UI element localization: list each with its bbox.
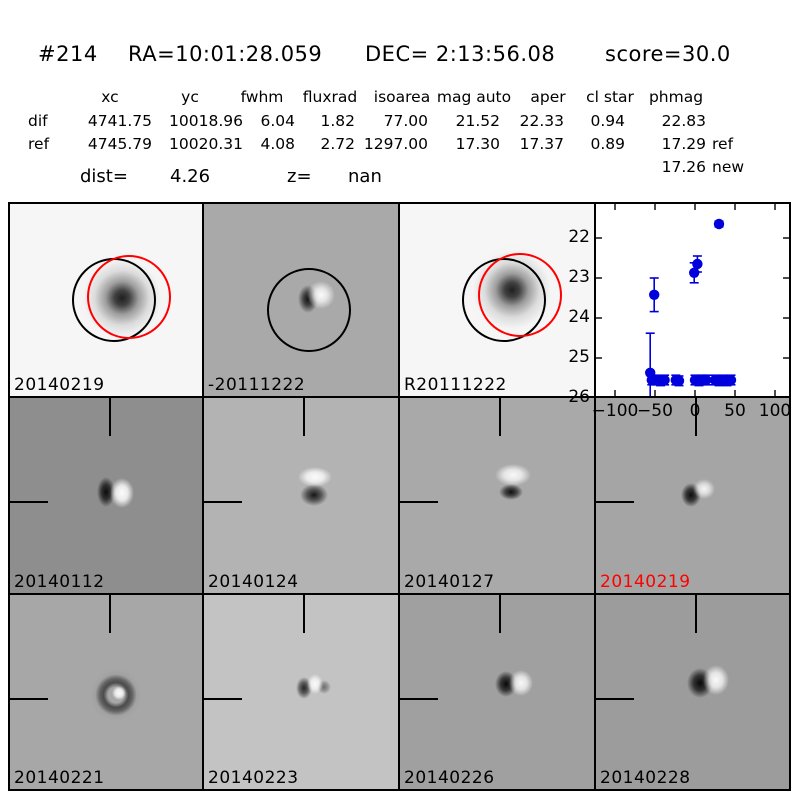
ref-isoarea: 1297.00 [363, 135, 428, 153]
ref-cl-star: 0.89 [590, 135, 625, 153]
crosshair-left-tick [596, 501, 634, 503]
col-header-yc: yc [181, 88, 199, 106]
catalog-aperture-circle [267, 268, 351, 352]
col-header-fwhm: fwhm [240, 88, 284, 106]
ra-value: RA=10:01:28.059 [128, 42, 323, 66]
stamp-label: 20140219 [14, 375, 105, 395]
dif-xc: 4741.75 [87, 112, 152, 130]
lightcurve-plot [594, 202, 791, 398]
lightcurve-point [692, 258, 703, 270]
dif-isoarea: 77.00 [383, 112, 428, 130]
dif-fluxrad: 1.82 [320, 112, 355, 130]
crosshair-left-tick [204, 698, 242, 700]
crosshair-top-tick [109, 595, 111, 633]
ref-mag-auto: 17.30 [455, 135, 500, 153]
z-value: nan [348, 166, 382, 187]
ref-phmag: 17.29 [661, 135, 706, 153]
stamp-label: 20140112 [14, 572, 105, 592]
crosshair-top-tick [303, 595, 305, 633]
stamp-reference-20111222: R20111222 [398, 202, 596, 398]
crosshair-top-tick [695, 398, 697, 436]
z-label: z= [287, 166, 312, 187]
stamp-epoch-20140228: 20140228 [594, 593, 791, 791]
new-phmag-suffix: new [712, 158, 745, 176]
stamp-label: 20140127 [404, 572, 495, 592]
col-header-isoarea: isoarea [373, 88, 431, 106]
stamp-label: 20140219 [600, 572, 691, 592]
row-label-ref: ref [28, 135, 50, 153]
ref-xc: 4745.79 [87, 135, 152, 153]
crosshair-top-tick [499, 595, 501, 633]
dist-label: dist= [80, 166, 128, 187]
crosshair-top-tick [499, 398, 501, 436]
ref-aper: 17.37 [519, 135, 564, 153]
ref-fluxrad: 2.72 [320, 135, 355, 153]
crosshair-top-tick [695, 595, 697, 633]
lightcurve-point [673, 375, 685, 386]
stamp-epoch-20140226: 20140226 [398, 593, 596, 791]
stamp-label: -20111222 [208, 375, 306, 395]
stamp-label: 20140223 [208, 768, 299, 788]
dif-aper: 22.33 [519, 112, 564, 130]
stamp-label: 20140228 [600, 768, 691, 788]
dif-fwhm: 6.04 [260, 112, 295, 130]
lightcurve-point [659, 374, 670, 386]
lightcurve-point [701, 374, 712, 386]
ref-fwhm: 4.08 [260, 135, 295, 153]
crosshair-left-tick [10, 501, 48, 503]
new-phmag: 17.26 [661, 158, 706, 176]
lightcurve-point [725, 374, 737, 386]
dist-value: 4.26 [170, 166, 211, 187]
stamp-difference-20111222: -20111222 [202, 202, 400, 398]
stamp-epoch-20140124: 20140124 [202, 396, 400, 595]
col-header-fluxrad: fluxrad [302, 88, 358, 106]
crosshair-left-tick [596, 698, 634, 700]
crosshair-left-tick [400, 698, 438, 700]
ref-yc: 10020.31 [169, 135, 243, 153]
ref-phmag-suffix: ref [712, 135, 734, 153]
dif-mag-auto: 21.52 [455, 112, 500, 130]
col-header-phmag: phmag [648, 88, 704, 106]
candidate-aperture-circle [87, 255, 171, 339]
stamp-label: 20140221 [14, 768, 105, 788]
stamp-label: 20140124 [208, 572, 299, 592]
stamp-label: 20140226 [404, 768, 495, 788]
candidate-id: #214 [38, 42, 98, 66]
row-label-dif: dif [28, 112, 48, 130]
col-header-cl-star: cl star [586, 88, 634, 106]
dec-value: DEC= 2:13:56.08 [365, 42, 556, 66]
stamp-epoch-20140127: 20140127 [398, 396, 596, 595]
stamp-new-image-20140219: 20140219 [8, 202, 204, 398]
candidate-aperture-circle [478, 253, 562, 337]
stamp-epoch-20140112: 20140112 [8, 396, 204, 595]
stamp-epoch-20140223: 20140223 [202, 593, 400, 791]
crosshair-top-tick [109, 398, 111, 436]
crosshair-left-tick [10, 698, 48, 700]
stamp-label: R20111222 [404, 375, 507, 395]
dif-yc: 10018.96 [169, 112, 243, 130]
crosshair-left-tick [204, 501, 242, 503]
lightcurve-point [649, 289, 660, 300]
col-header-xc: xc [101, 88, 119, 106]
crosshair-left-tick [400, 501, 438, 503]
dif-phmag: 22.83 [661, 112, 706, 130]
lightcurve-point [713, 218, 725, 230]
lightcurve-canvas [596, 204, 789, 396]
dif-cl-star: 0.94 [590, 112, 625, 130]
stamp-epoch-20140221: 20140221 [8, 593, 204, 791]
stamp-epoch-20140219-current: 20140219 [594, 396, 791, 595]
col-header-aper: aper [530, 88, 566, 106]
score-value: score=30.0 [605, 42, 731, 66]
crosshair-top-tick [303, 398, 305, 436]
col-header-mag-auto: mag auto [436, 88, 512, 106]
